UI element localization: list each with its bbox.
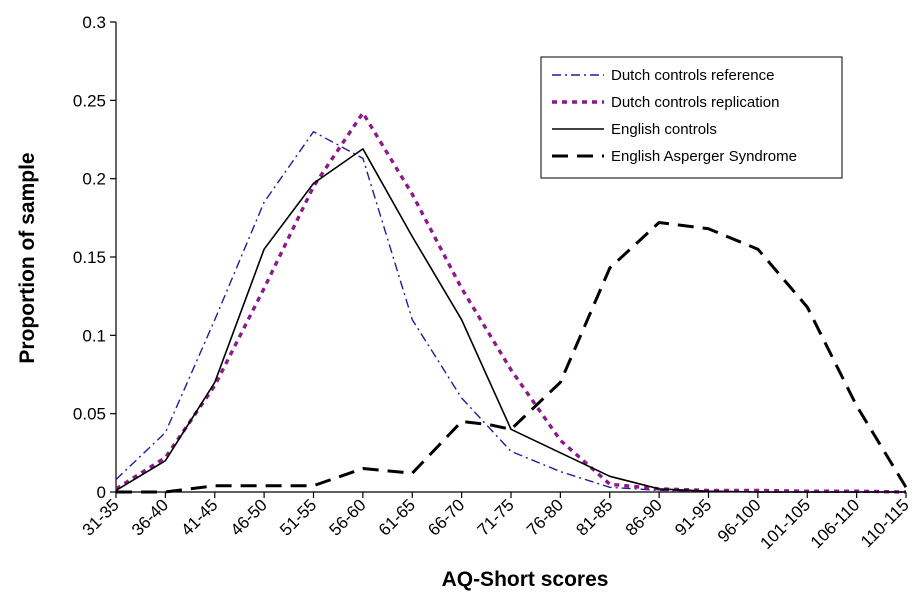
x-tick-label: 81-85 [572,495,616,539]
y-tick-label: 0.25 [73,91,106,110]
series-lines [115,111,908,494]
x-tick-label: 46-50 [227,495,271,539]
x-tick-label: 86-90 [622,495,666,539]
legend-label-1: Dutch controls reference [611,67,774,84]
x-tick-label: 41-45 [177,495,221,539]
y-tick-label: 0.15 [73,248,106,267]
x-tick-label: 61-65 [375,495,419,539]
x-tick-label: 36-40 [128,495,172,539]
y-tick-label: 0.1 [82,326,106,345]
legend-label-2: Dutch controls replication [611,94,779,111]
legend-label-3: English controls [611,121,717,138]
legend: Dutch controls reference Dutch controls r… [540,56,843,179]
series-line-1 [115,130,906,493]
x-tick-label: 31-35 [79,495,123,539]
x-tick-label: 101-105 [757,495,815,553]
x-tick-label: 76-80 [523,495,567,539]
x-tick-label: 71-75 [474,495,518,539]
x-tick-label: 106-110 [807,495,864,552]
y-tick-label: 0.2 [82,170,106,189]
x-tick-label: 110-115 [857,495,913,551]
legend-label-4: English Asperger Syndrome [611,148,797,165]
x-axis-title: AQ-Short scores [442,568,609,591]
series-line-3 [115,148,906,493]
x-tick-label: 66-70 [424,495,468,539]
y-tick-label: 0.05 [73,405,106,424]
y-tick-label: 0.3 [82,13,106,32]
y-axis-title: Proportion of sample [16,152,39,363]
x-tick-label: 51-55 [276,495,320,539]
series-line-4 [116,221,908,494]
x-tick-label: 56-60 [326,495,370,539]
x-tick-label: 91-95 [671,495,715,539]
legend-box [540,56,843,179]
series-line-2 [115,111,907,494]
y-tick-label: 0 [97,483,106,502]
